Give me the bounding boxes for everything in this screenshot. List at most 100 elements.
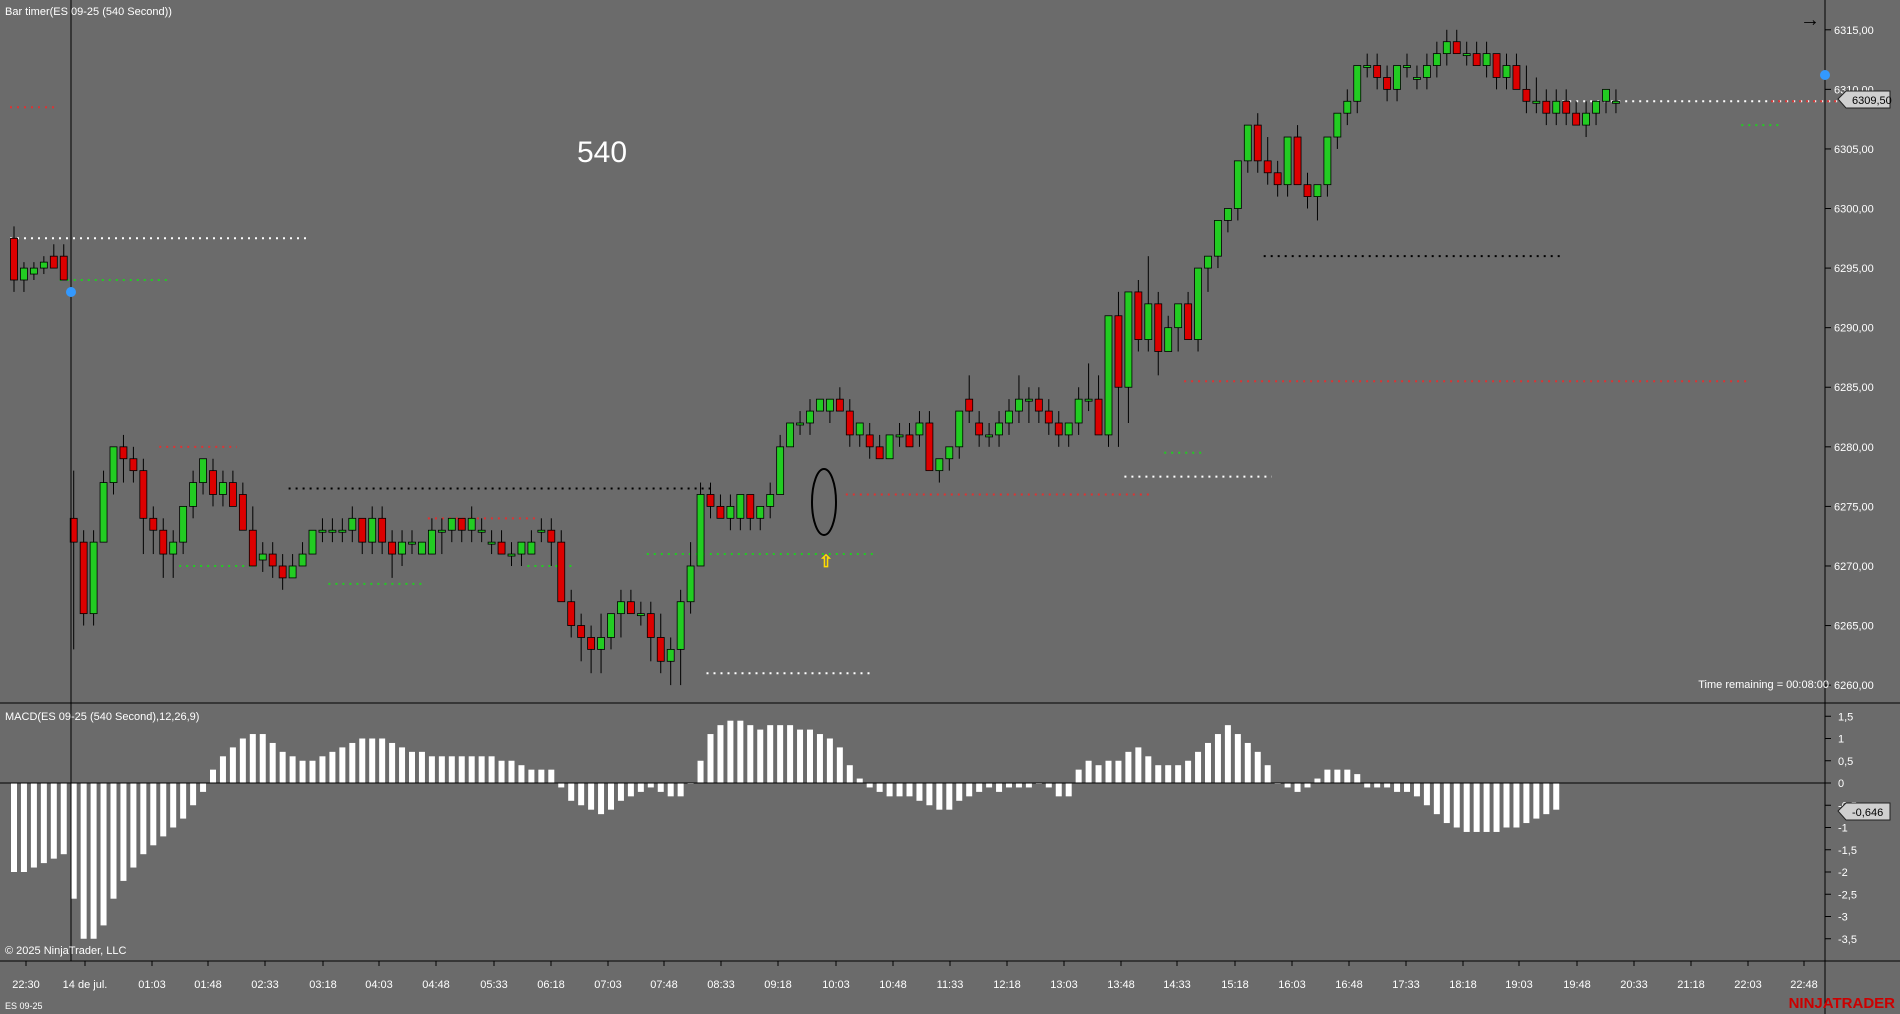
macd-bar [1095,765,1102,783]
candle [835,387,844,412]
candle [1293,125,1302,186]
instrument-tab[interactable]: ES 09-25 [5,1001,43,1011]
macd-bar [1443,783,1450,824]
candle [298,542,307,567]
macd-bar [1284,783,1291,788]
candle [766,482,775,519]
macd-bar [150,783,157,846]
macd-bar [100,783,107,926]
macd-bar [418,751,425,783]
candle [656,613,665,674]
macd-bar [757,729,764,783]
macd-bar [210,769,216,783]
macd-bar [1234,734,1241,783]
macd-bar [697,760,704,783]
price-tick-label: 6260,00 [1834,680,1874,692]
candle [567,589,576,638]
macd-tick-label: -2 [1838,867,1848,879]
candle [885,434,894,460]
candle [1492,53,1501,90]
macd-tick-label: -2,5 [1838,889,1857,901]
macd-bar [1015,783,1022,788]
macd-bar [1205,742,1211,783]
macd-bar [1493,783,1500,832]
candle [1134,280,1143,352]
macd-bar [1254,751,1261,783]
macd-bar [170,783,177,828]
time-tick-label: 12:18 [993,979,1021,991]
time-axis-ticks: 22:30 14 de jul. 01:03 01:48 02:33 03:18 04:03… [12,961,1818,991]
macd-bar [349,742,356,783]
time-tick-label: 01:03 [138,979,166,991]
time-tick-label: 16:48 [1335,979,1363,991]
macd-bar [807,729,813,783]
candle [985,422,993,447]
macd-bar [379,738,386,783]
candle [965,375,974,423]
macd-bar [1185,760,1192,783]
macd-bar [558,783,565,788]
macd-bar [1105,760,1112,783]
candle [686,542,695,614]
candle [159,518,168,578]
candle [258,542,267,572]
candle [457,517,466,543]
candle [1502,53,1511,90]
macd-histogram-series [11,720,1560,939]
macd-bar [1413,783,1420,797]
candle [1442,29,1451,66]
time-tick-label: 17:33 [1392,979,1420,991]
macd-bar [667,783,674,797]
macd-bar [1473,783,1480,832]
candle [527,530,536,555]
macd-bar [846,765,853,783]
macd-bar [826,738,833,783]
time-tick-label: 09:18 [764,979,792,991]
candle [437,518,446,555]
candle [537,518,546,543]
price-tick-label: 6315,00 [1834,25,1874,37]
arrow-right-icon[interactable]: → [1800,9,1820,31]
candle [39,256,48,275]
candle [1074,387,1083,435]
candle [109,446,118,495]
macd-bar [309,760,316,783]
candle [278,554,287,590]
price-tick-label: 6300,00 [1834,204,1874,216]
candle [865,422,874,459]
macd-axis-ticks: 1,510,50-0,5-1-1,5-2-2,5-3-3,5 [1825,711,1857,946]
price-tick-label: 6290,00 [1834,323,1874,335]
macd-bar [657,783,664,792]
candle [1154,291,1163,376]
macd-bar [1384,783,1391,788]
macd-bar [478,756,485,783]
candle [646,601,655,662]
price-tick-label: 6295,00 [1834,263,1874,275]
macd-bar [876,783,883,792]
macd-tick-label: -1,5 [1838,845,1857,857]
candle [1044,399,1053,435]
macd-bar [717,725,724,783]
price-tick-label: 6285,00 [1834,382,1874,394]
macd-bar [110,783,117,899]
candle [1243,124,1252,173]
candle [547,518,556,566]
macd-marker-label: -0,646 [1852,807,1883,819]
candle [119,434,128,483]
candle [1333,112,1342,149]
macd-bar [627,783,634,797]
candle [179,505,188,555]
candle [1572,101,1581,126]
time-tick-label: 14 de jul. [63,979,108,991]
time-tick-label: 21:18 [1677,979,1705,991]
time-tick-label: 14:33 [1163,979,1191,991]
candle [1164,315,1173,352]
candle [1602,88,1610,114]
candle [955,410,964,459]
macd-bar [70,783,77,899]
macd-bar [1165,765,1172,783]
time-tick-label: 13:48 [1107,979,1135,991]
highlight-ellipse [811,468,837,536]
candle [1114,291,1123,447]
time-tick-label: 22:03 [1734,979,1762,991]
